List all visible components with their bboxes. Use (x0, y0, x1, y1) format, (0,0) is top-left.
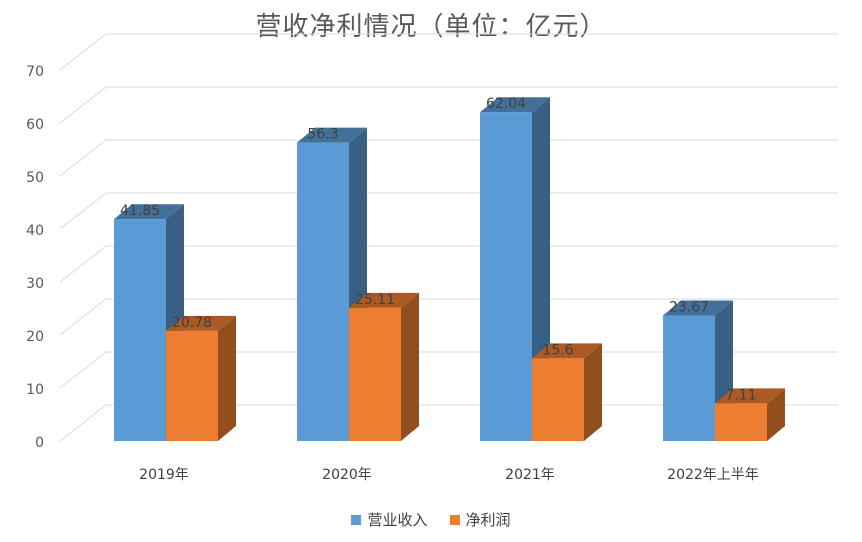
data-labels: 41.85 20.78 56.3 25.11 62.04 15.6 23.67 7.11 (120, 96, 757, 403)
chart-title: 营收净利情况（单位：亿元） (255, 12, 607, 42)
x-tick-label: 2019年 (139, 467, 189, 483)
x-tick-label: 2020年 (322, 467, 372, 483)
x-tick-label: 2022年上半年 (667, 467, 759, 483)
bar (715, 403, 767, 441)
y-tick-label: 50 (26, 170, 44, 186)
bar (114, 219, 166, 441)
y-tick-label: 40 (26, 223, 44, 239)
gridline (59, 33, 838, 71)
data-label: 15.6 (542, 342, 573, 358)
x-axis-ticks: 2019年 2020年 2021年 2022年上半年 (139, 467, 759, 483)
bar-top (297, 127, 367, 143)
legend-label-net-profit: 净利润 (465, 511, 511, 529)
bar-side (218, 315, 236, 441)
bar (532, 358, 584, 441)
bar-top (663, 300, 733, 316)
bar (349, 307, 401, 441)
bar-side (767, 388, 785, 441)
data-label: 41.85 (120, 203, 160, 219)
y-tick-label: 20 (26, 329, 44, 345)
data-label: 25.11 (355, 292, 395, 308)
legend-label-revenue: 营业收入 (367, 511, 428, 529)
bar (663, 315, 715, 441)
bar-top (480, 97, 550, 113)
legend-item-revenue[interactable]: 营业收入 (351, 509, 428, 530)
data-label: 20.78 (172, 315, 212, 331)
data-label: 62.04 (486, 96, 526, 112)
bar-top (532, 343, 602, 359)
gridline (59, 192, 838, 230)
y-tick-label: 60 (26, 117, 44, 133)
y-tick-label: 30 (26, 276, 44, 292)
gridline (59, 245, 838, 283)
grid (59, 33, 838, 442)
bar-top (166, 315, 236, 331)
y-axis-ticks: 0 10 20 30 40 50 60 70 (26, 64, 44, 451)
y-tick-label: 0 (35, 435, 44, 451)
bar (166, 330, 218, 441)
legend-item-net-profit[interactable]: 净利润 (449, 509, 511, 530)
bar (297, 142, 349, 442)
bar-top (114, 204, 184, 220)
gridline (59, 298, 838, 336)
gridline (59, 86, 838, 124)
gridline (59, 139, 838, 177)
y-tick-label: 10 (26, 382, 44, 398)
data-label: 23.67 (669, 300, 709, 316)
data-label: 7.11 (725, 387, 756, 403)
legend: 营业收入 净利润 (0, 509, 862, 530)
y-tick-label: 70 (26, 64, 44, 80)
bar-top (715, 388, 785, 404)
data-label: 56.3 (307, 127, 338, 143)
bars (114, 97, 785, 442)
bar-side (584, 343, 602, 441)
legend-swatch-net-profit (449, 514, 460, 525)
bar-side (401, 292, 419, 441)
bar (480, 112, 532, 442)
legend-swatch-revenue (351, 514, 362, 525)
bar-top (349, 292, 419, 308)
x-tick-label: 2021年 (505, 467, 555, 483)
